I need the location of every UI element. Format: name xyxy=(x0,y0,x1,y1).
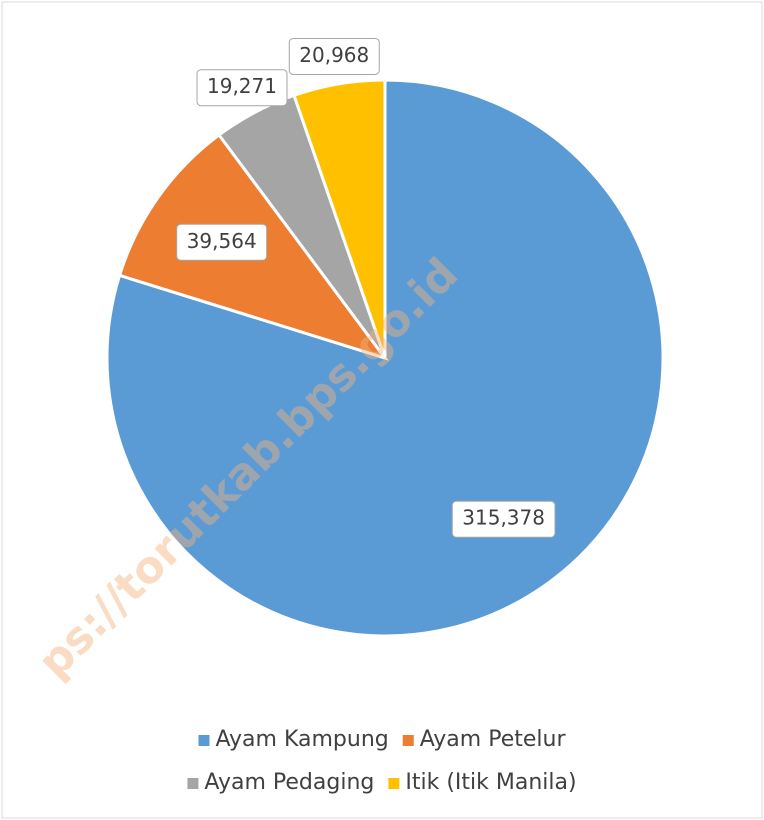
legend-label: Ayam Pedaging xyxy=(204,770,374,795)
data-label-box xyxy=(451,500,556,538)
data-label: 39,564 xyxy=(187,229,257,253)
legend-label: Ayam Petelur xyxy=(420,727,567,752)
legend-swatch xyxy=(187,778,199,789)
legend-label: Itik (Itik Manila) xyxy=(405,770,576,795)
pie-slice xyxy=(105,78,665,638)
legend-swatch xyxy=(198,735,210,746)
data-labels: 315,378 39,564 19,271 20,968 xyxy=(176,37,556,538)
data-label: 20,968 xyxy=(299,43,369,67)
legend: Ayam Kampung Ayam Petelur Ayam Pedaging Iti… xyxy=(187,727,577,795)
data-label-box xyxy=(176,223,268,261)
data-label-box xyxy=(196,69,288,107)
data-label-box xyxy=(288,37,380,75)
pie-slice xyxy=(292,78,387,359)
legend-swatch xyxy=(388,778,400,789)
legend-swatch xyxy=(402,735,414,746)
data-label: 19,271 xyxy=(207,74,277,98)
legend-label: Ayam Kampung xyxy=(215,727,388,752)
data-label: 315,378 xyxy=(462,506,545,530)
